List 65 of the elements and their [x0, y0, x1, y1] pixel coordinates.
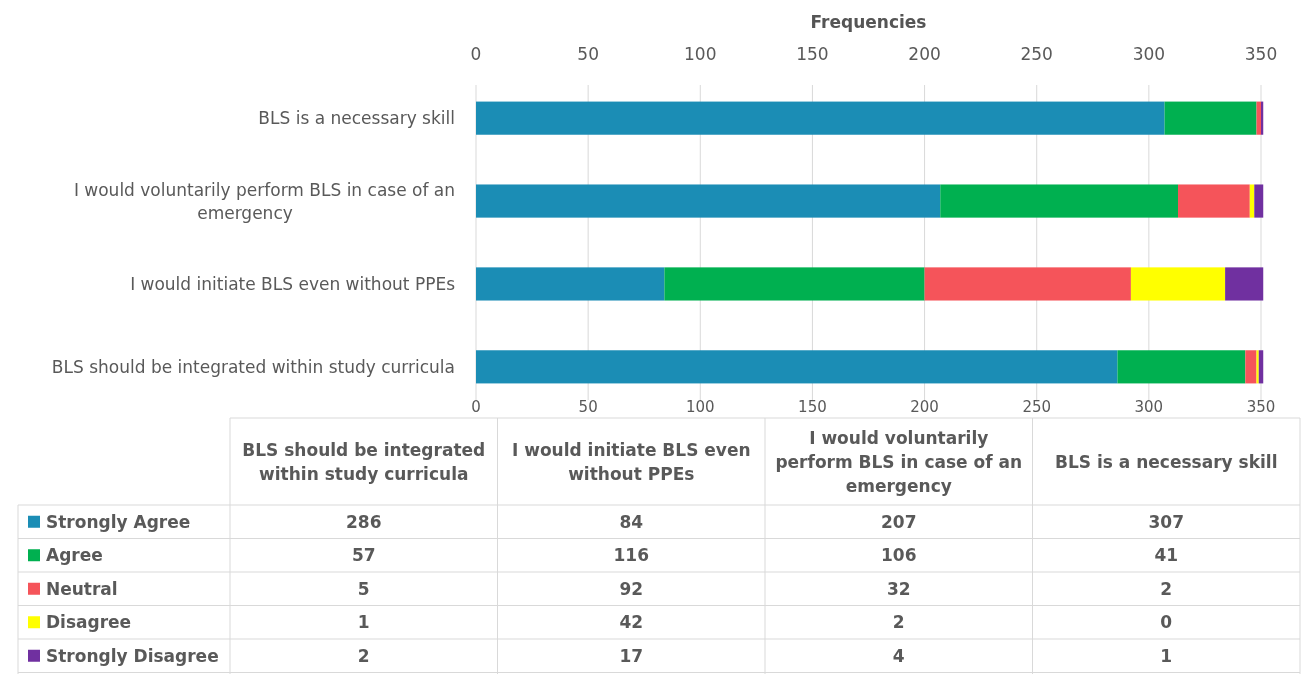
x2-tick-label: 150 [796, 44, 829, 64]
data-label: 5 [357, 578, 370, 599]
y-tick-label: I would initiate BLS even without PPEs [130, 273, 456, 294]
category-label: BLS is a necessary skill [1055, 451, 1278, 472]
bar [1245, 350, 1257, 384]
x2-tick-label: 50 [577, 44, 599, 64]
bar [476, 350, 1118, 384]
data-label: 92 [619, 578, 644, 599]
data-label: 286 [346, 511, 382, 532]
category-label: I would voluntarily perform BLS in case of an emergency [775, 427, 1023, 496]
x-tick-label: 150 [798, 398, 827, 416]
x2-tick-label: 250 [1020, 44, 1053, 64]
data-label: 207 [881, 511, 917, 532]
data-label: 4 [892, 645, 905, 666]
x-tick-label: 0 [471, 398, 481, 416]
data-label: 57 [351, 545, 376, 566]
x2-tick-label: 0 [470, 44, 482, 64]
category-label: BLS should be integrated within study curricula [242, 439, 486, 484]
data-label: 41 [1154, 545, 1179, 566]
x-tick-label: 300 [1134, 398, 1164, 416]
data-label: 32 [886, 578, 911, 599]
x2-tick-label: 350 [1244, 44, 1278, 64]
category-label: I would initiate BLS even without PPEs [511, 439, 751, 484]
x-tick-label: 350 [1246, 398, 1276, 416]
x-tick-label: 200 [910, 398, 939, 416]
bar [476, 184, 941, 218]
legend-label: Disagree [46, 612, 132, 633]
x-tick-label: 250 [1022, 398, 1052, 416]
x-tick-label: 50 [578, 398, 598, 416]
data-label: 1 [1160, 645, 1173, 666]
bar [1178, 184, 1250, 218]
data-label: 0 [1160, 612, 1173, 633]
bar [476, 267, 665, 301]
data-label: 42 [619, 612, 644, 633]
x-tick-label: 100 [685, 398, 715, 416]
bar [924, 267, 1131, 301]
y-tick-label: I would voluntarily perform BLS in case of an emergency [73, 180, 455, 224]
legend-label: Neutral [46, 578, 118, 599]
x2-tick-label: 300 [1132, 44, 1166, 64]
bar [1225, 267, 1264, 301]
data-label: 2 [892, 612, 905, 633]
data-label: 2 [357, 645, 370, 666]
data-label: 17 [619, 645, 644, 666]
x2-axis-title: Frequencies [810, 12, 927, 32]
data-label: 1 [357, 612, 370, 633]
legend-label: Strongly Disagree [46, 645, 219, 666]
bar [1249, 184, 1255, 218]
data-label: 106 [881, 545, 917, 566]
bar [1164, 101, 1257, 135]
y-tick-label: BLS is a necessary skill [258, 108, 455, 129]
bar [940, 184, 1179, 218]
bar [664, 267, 925, 301]
bar [476, 101, 1165, 135]
data-label: 116 [613, 545, 649, 566]
bar [1117, 350, 1246, 384]
legend-label: Agree [46, 545, 103, 566]
y-tick-label: BLS should be integrated within study curricula [51, 356, 455, 377]
data-label: 307 [1148, 511, 1184, 532]
bar [1130, 267, 1226, 301]
legend-label: Strongly Agree [46, 511, 191, 532]
data-label: 2 [1160, 578, 1173, 599]
data-label: 84 [619, 511, 644, 532]
x2-tick-label: 100 [684, 44, 717, 64]
bar [1254, 184, 1264, 218]
x2-tick-label: 200 [908, 44, 941, 64]
